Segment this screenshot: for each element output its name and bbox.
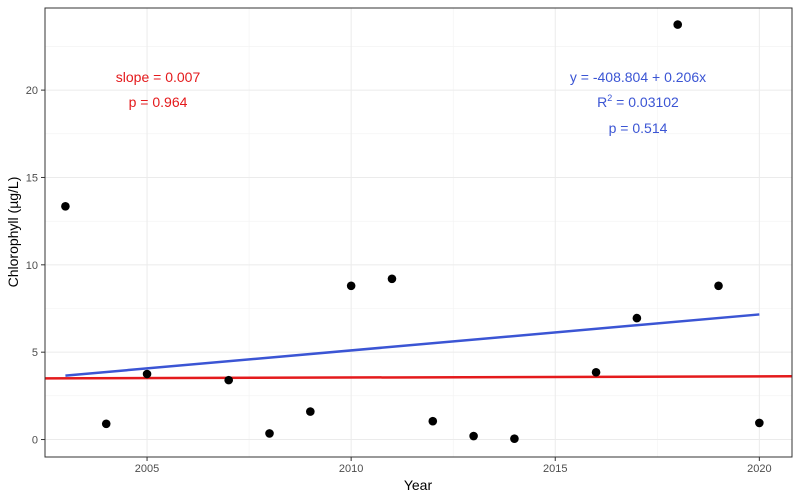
annotation-red-slope: slope = 0.007	[116, 69, 201, 85]
data-point	[387, 274, 397, 284]
annotation-blue-r2-value: = 0.03102	[612, 94, 679, 110]
data-point	[142, 369, 152, 379]
annotation-blue-p: p = 0.514	[609, 120, 668, 136]
x-tick-label: 2005	[135, 463, 159, 475]
annotation-red-p: p = 0.964	[129, 94, 188, 110]
y-axis-title: Chlorophyll (µg/L)	[5, 177, 21, 288]
axis-ticks: 2005 2010 2015 2020 0 5 10 15 20	[26, 85, 772, 475]
data-point	[673, 20, 683, 29]
grid	[45, 8, 792, 457]
data-point	[510, 434, 519, 443]
data-point	[101, 419, 111, 429]
red-fit-line	[44, 375, 793, 380]
x-tick-label: 2010	[339, 463, 363, 475]
data-point	[224, 375, 233, 385]
data-point	[755, 418, 764, 428]
y-tick-label: 10	[26, 260, 38, 272]
x-tick-label: 2015	[543, 463, 567, 475]
annotation-blue-r2: R2 = 0.03102	[597, 93, 679, 110]
y-tick-label: 5	[32, 347, 38, 359]
annotation-blue-equation: y = -408.804 + 0.206x	[570, 69, 706, 85]
y-tick-label: 0	[32, 435, 38, 447]
data-point	[265, 429, 274, 438]
x-axis-title: Year	[404, 477, 433, 493]
x-tick-label: 2020	[747, 463, 771, 475]
data-points	[61, 20, 764, 443]
blue-fit-line	[65, 313, 760, 377]
data-point	[632, 313, 642, 323]
data-point	[306, 407, 315, 416]
panel-border	[44, 7, 793, 458]
data-point	[714, 281, 723, 291]
data-point	[469, 431, 478, 441]
data-point	[428, 416, 438, 426]
annotation-blue-r2-sup: 2	[607, 93, 612, 103]
regression-lines	[44, 313, 793, 380]
data-point	[61, 201, 70, 211]
y-tick-label: 15	[26, 172, 38, 184]
annotation-blue-r2-label: R	[597, 94, 607, 110]
data-point	[346, 281, 356, 291]
data-point	[591, 367, 601, 377]
y-tick-label: 20	[26, 85, 38, 97]
